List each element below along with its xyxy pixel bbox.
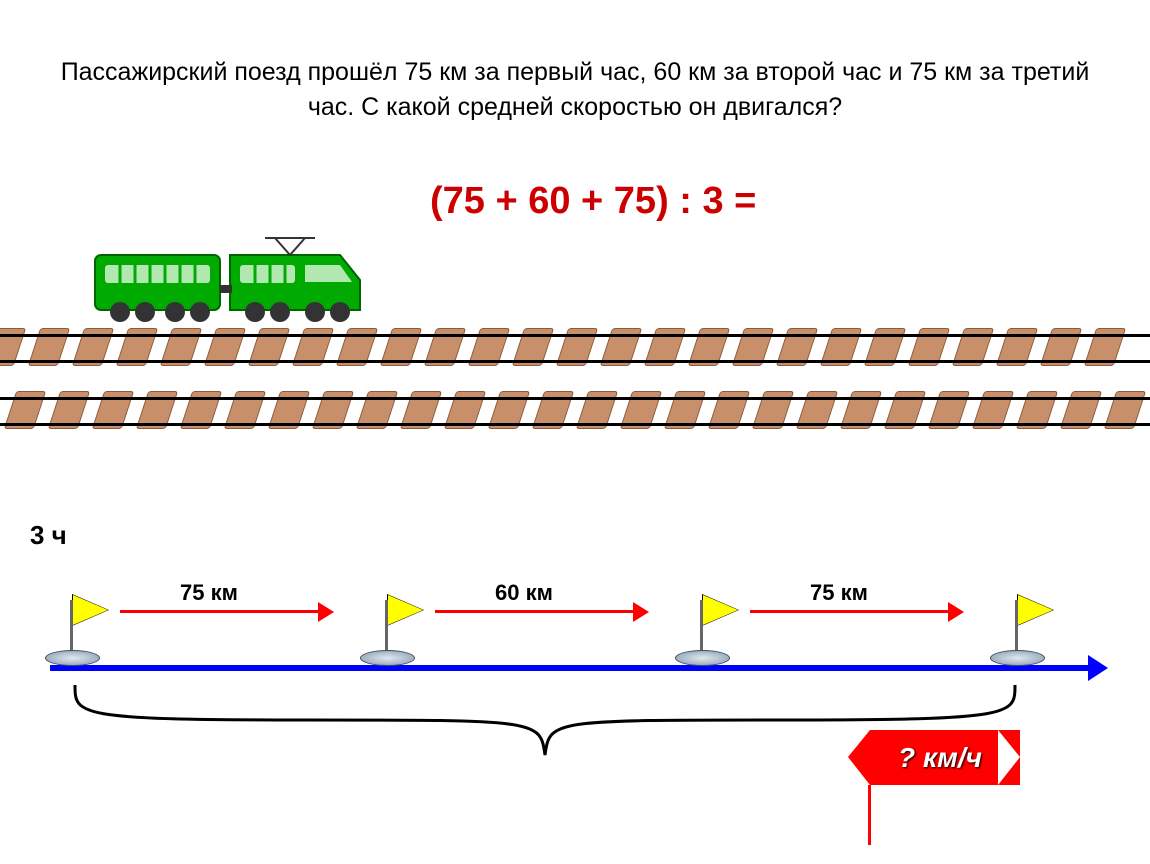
- train-icon: [90, 230, 370, 335]
- segment-arrow-3: [750, 610, 950, 613]
- segment-label-1: 75 км: [180, 580, 238, 606]
- problem-text: Пассажирский поезд прошёл 75 км за первы…: [60, 55, 1090, 125]
- segment-label-3: 75 км: [810, 580, 868, 606]
- segment-arrow-2: [435, 610, 635, 613]
- answer-flag: ? км/ч: [870, 730, 1020, 785]
- number-line: [50, 665, 1090, 671]
- formula-expression: (75 + 60 + 75) : 3 =: [430, 180, 756, 223]
- segment-arrow-1: [120, 610, 320, 613]
- train-scene: [0, 230, 1150, 430]
- railway-track-2: [0, 385, 1150, 435]
- time-label: 3 ч: [30, 520, 67, 551]
- answer-text: ? км/ч: [898, 742, 982, 774]
- segment-label-2: 60 км: [495, 580, 553, 606]
